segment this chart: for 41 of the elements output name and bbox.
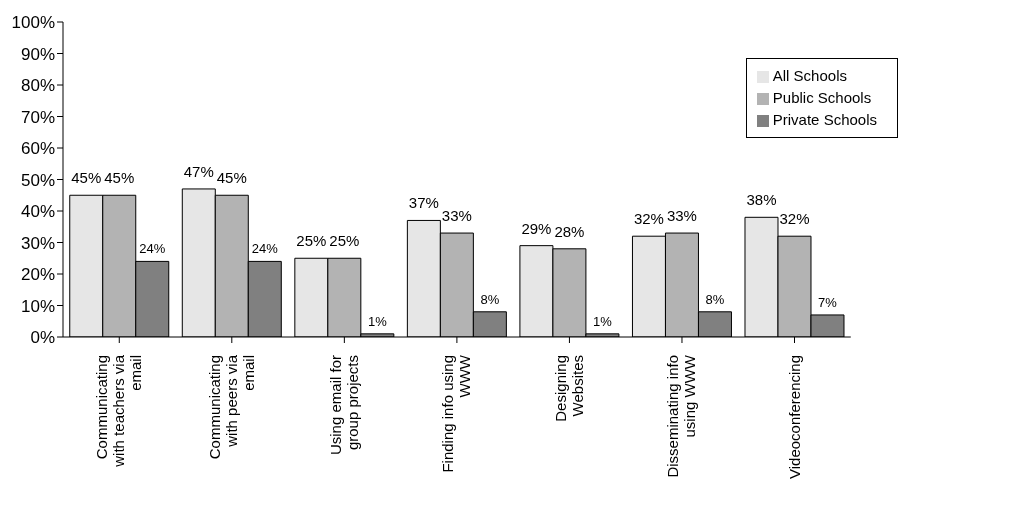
data-label: 25% [329,232,360,250]
y-tick-label: 100% [11,13,55,33]
data-label: 8% [480,291,500,307]
legend-label: Private Schools [772,111,877,128]
data-label: 33% [441,207,472,225]
y-tick-label: 60% [20,139,55,159]
y-tick-label: 80% [20,76,55,96]
x-tick-label: Finding info using WWW [439,354,474,473]
y-tick-label: 20% [20,265,55,285]
y-tick-label: 40% [20,202,55,222]
data-label: 25% [296,232,327,250]
legend-label: All Schools [772,67,847,84]
y-tick-label: 70% [20,107,55,127]
data-label: 32% [779,210,810,228]
data-label: 33% [666,207,697,225]
data-label: 1% [367,313,388,329]
x-tick-label: Designing Websites [551,355,586,422]
data-label: 38% [746,191,777,209]
data-label: 45% [71,169,102,187]
data-label: 1% [593,313,613,329]
y-tick-label: 30% [20,233,55,253]
data-label: 8% [705,291,725,307]
data-label: 47% [183,162,214,180]
y-tick-label: 0% [30,328,55,348]
x-tick-label: Communicating with peers via email [205,354,257,460]
legend-label: Public Schools [772,89,872,106]
y-tick-label: 10% [20,296,55,316]
x-tick-label: Communicating with teachers via email [93,354,145,468]
y-tick-label: 50% [20,170,55,190]
data-label: 45% [104,169,135,187]
data-label: 7% [818,294,838,310]
data-label: 45% [216,169,247,187]
data-label: 28% [554,222,585,240]
data-label: 29% [521,219,552,237]
y-tick-label: 90% [20,44,55,64]
data-label: 32% [633,210,664,228]
data-label: 37% [408,194,439,212]
data-label: 24% [139,241,166,257]
x-tick-label: Videoconferencing [785,355,803,479]
x-tick-label: Disseminating info using WWW [664,354,699,478]
data-label: 24% [251,241,279,257]
